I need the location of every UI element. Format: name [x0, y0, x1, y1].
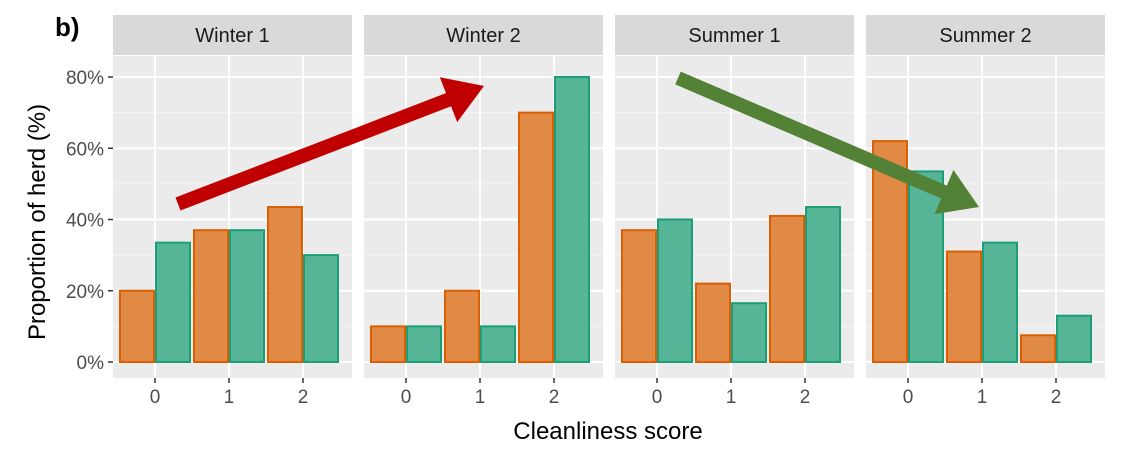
green-arrow-annotation — [675, 71, 979, 215]
bar-summer-2-score-2-series-1 — [1020, 334, 1056, 363]
facet-strip-label: Winter 2 — [446, 25, 520, 47]
facet-panel-winter-1: Winter 1 0 1 2 — [113, 15, 352, 408]
bar-winter-2-score-0-series-2 — [406, 325, 442, 363]
red-arrow-annotation — [175, 77, 484, 211]
bar-winter-1-score-2-series-2 — [303, 254, 339, 363]
facet-strip — [113, 15, 352, 55]
y-tick-label: 40% — [66, 211, 104, 232]
bar-summer-2-score-1-series-1 — [946, 250, 982, 363]
x-tick-label: 2 — [549, 387, 560, 408]
facet-strip-label: Summer 2 — [939, 25, 1031, 47]
bar-summer-1-score-2-series-1 — [769, 214, 805, 363]
annotation-arrows — [175, 71, 979, 215]
y-axis-title: Proportion of herd (%) — [24, 104, 51, 340]
bar-winter-1-score-2-series-1 — [267, 206, 303, 363]
x-tick-label: 2 — [298, 387, 309, 408]
bar-summer-1-score-2-series-2 — [805, 206, 841, 363]
bar-winter-2-score-0-series-1 — [370, 325, 406, 363]
facet-panel-summer-2: Summer 2 0 1 2 — [866, 15, 1105, 408]
x-tick-label: 0 — [903, 387, 914, 408]
bar-winter-1-score-1-series-2 — [229, 229, 265, 363]
x-tick-label: 1 — [726, 387, 737, 408]
y-tick-label: 20% — [66, 282, 104, 303]
x-tick-label: 1 — [224, 387, 235, 408]
x-axis-title: Cleanliness score — [513, 418, 702, 445]
facet-strip — [866, 15, 1105, 55]
bar-winter-2-score-1-series-2 — [480, 325, 516, 363]
bar-summer-1-score-1-series-1 — [695, 282, 731, 363]
bar-summer-1-score-0-series-1 — [621, 229, 657, 363]
x-tick-label: 2 — [1051, 387, 1062, 408]
bar-summer-1-score-1-series-2 — [731, 302, 767, 363]
y-tick-label: 0% — [77, 353, 105, 374]
bar-summer-1-score-0-series-2 — [657, 218, 693, 363]
bar-winter-1-score-0-series-1 — [119, 289, 155, 363]
y-axis: 0% 20% 40% 60% 80% — [66, 68, 113, 374]
y-tick-label: 60% — [66, 139, 104, 160]
facet-panel-summer-1: Summer 1 0 1 2 — [615, 15, 854, 408]
x-tick-label: 0 — [652, 387, 663, 408]
x-tick-label: 1 — [977, 387, 988, 408]
facet-panel-winter-2: Winter 2 0 1 2 — [364, 15, 603, 408]
panel-tag: b) — [55, 12, 80, 42]
bar-winter-1-score-1-series-1 — [193, 229, 229, 363]
facet-strip-label: Summer 1 — [688, 25, 780, 47]
bar-winter-2-score-2-series-1 — [518, 111, 554, 363]
facet-strip — [615, 15, 854, 55]
x-tick-label: 0 — [150, 387, 161, 408]
bar-summer-2-score-1-series-2 — [982, 241, 1018, 363]
y-tick-label: 80% — [66, 68, 104, 89]
x-tick-label: 0 — [401, 387, 412, 408]
x-tick-label: 2 — [800, 387, 811, 408]
x-tick-label: 1 — [475, 387, 486, 408]
bar-summer-2-score-0-series-2 — [908, 170, 944, 363]
facet-strip — [364, 15, 603, 55]
bar-winter-2-score-1-series-1 — [444, 289, 480, 363]
facet-strip-label: Winter 1 — [195, 25, 269, 47]
bar-winter-2-score-2-series-2 — [554, 76, 590, 363]
bar-winter-1-score-0-series-2 — [155, 241, 191, 363]
bar-summer-2-score-2-series-2 — [1056, 314, 1092, 363]
